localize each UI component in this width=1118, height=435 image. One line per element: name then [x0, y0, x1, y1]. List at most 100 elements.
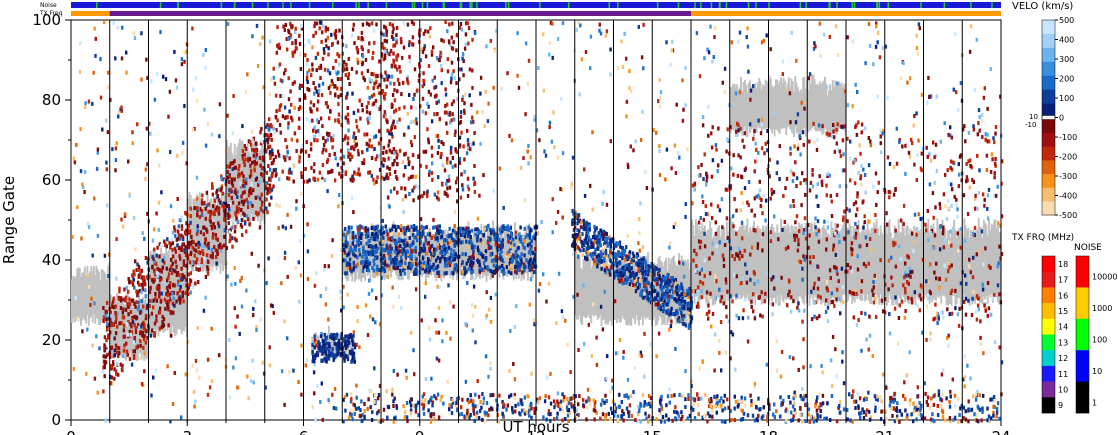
- ground-scatter-pixel: [77, 267, 80, 320]
- velocity-pixel: [121, 368, 124, 373]
- velocity-pixel: [557, 271, 561, 276]
- velocity-pixel: [395, 241, 398, 246]
- velocity-pixel: [159, 298, 163, 303]
- velocity-pixel: [407, 81, 410, 86]
- velocity-pixel: [249, 201, 253, 206]
- velocity-pixel: [524, 112, 527, 117]
- velocity-pixel: [552, 110, 555, 115]
- velocity-pixel: [553, 145, 556, 150]
- noise-tick: [233, 2, 236, 8]
- velocity-pixel: [135, 300, 138, 305]
- velocity-pixel: [476, 234, 479, 239]
- velocity-pixel: [286, 47, 289, 52]
- velocity-pixel: [160, 291, 163, 296]
- velocity-pixel: [462, 59, 465, 63]
- velocity-pixel: [135, 268, 138, 272]
- ground-scatter-pixel: [951, 227, 954, 296]
- ground-scatter-pixel: [684, 259, 687, 322]
- velocity-pixel: [582, 283, 585, 288]
- velocity-pixel: [372, 250, 375, 255]
- velocity-pixel: [917, 138, 920, 143]
- velocity-pixel: [185, 161, 188, 166]
- velocity-pixel: [681, 118, 685, 123]
- velocity-pixel: [524, 41, 528, 46]
- velocity-pixel: [388, 52, 391, 57]
- velocity-pixel: [366, 333, 370, 337]
- velocity-pixel: [929, 331, 932, 336]
- velocity-pixel: [431, 78, 434, 83]
- velocity-pixel: [428, 268, 431, 273]
- velocity-pixel: [183, 267, 186, 272]
- ground-scatter-pixel: [405, 227, 408, 271]
- ground-scatter-pixel: [762, 225, 764, 304]
- velocity-pixel: [440, 140, 443, 145]
- velocity-pixel: [113, 376, 116, 381]
- velocity-pixel: [412, 21, 415, 26]
- velocity-pixel: [328, 116, 331, 121]
- velocity-pixel: [107, 335, 110, 340]
- velocity-pixel: [494, 269, 498, 274]
- ground-scatter-pixel: [741, 92, 744, 136]
- velocity-pixel: [433, 247, 436, 252]
- velocity-pixel: [950, 263, 953, 268]
- velocity-pixel: [858, 143, 861, 148]
- ground-scatter-pixel: [732, 221, 735, 298]
- velocity-pixel: [625, 114, 628, 119]
- velocity-pixel: [316, 51, 320, 56]
- velocity-pixel: [916, 152, 919, 157]
- velocity-pixel: [324, 286, 328, 291]
- velocity-pixel: [952, 87, 955, 92]
- velocity-pixel: [605, 29, 609, 34]
- velocity-pixel: [527, 161, 530, 166]
- velocity-pixel: [467, 258, 470, 263]
- velocity-pixel: [450, 102, 454, 107]
- velocity-pixel: [214, 248, 217, 253]
- velocity-pixel: [430, 161, 434, 166]
- velocity-pixel: [404, 368, 408, 373]
- velocity-pixel: [168, 292, 171, 297]
- velocity-pixel: [105, 118, 108, 123]
- velocity-pixel: [885, 385, 888, 390]
- velocity-pixel: [395, 252, 399, 257]
- velocity-pixel: [456, 199, 459, 204]
- velocity-pixel: [467, 142, 470, 147]
- velocity-pixel: [455, 48, 458, 53]
- velocity-pixel: [374, 76, 378, 81]
- velocity-pixel: [577, 348, 580, 352]
- velocity-pixel: [261, 35, 264, 40]
- velocity-pixel: [404, 261, 407, 266]
- noise-tick: [413, 2, 416, 8]
- velocity-pixel: [367, 100, 370, 105]
- velocity-pixel: [448, 22, 451, 27]
- velocity-pixel: [292, 179, 295, 184]
- velocity-pixel: [426, 194, 429, 199]
- velocity-pixel: [724, 350, 728, 355]
- velocity-pixel: [526, 81, 529, 86]
- velocity-pixel: [269, 189, 272, 194]
- velocity-pixel: [278, 177, 281, 182]
- velocity-pixel: [599, 31, 603, 36]
- velocity-pixel: [382, 57, 385, 62]
- velocity-pixel: [344, 235, 348, 240]
- velocity-pixel: [327, 52, 330, 57]
- ground-scatter-pixel: [745, 225, 748, 299]
- velocity-pixel: [130, 298, 134, 303]
- velocity-pixel: [556, 209, 560, 214]
- velocity-pixel: [396, 224, 400, 229]
- velocity-pixel: [493, 232, 496, 237]
- velocity-pixel: [466, 176, 470, 181]
- velocity-pixel: [405, 255, 408, 260]
- velocity-pixel: [188, 260, 192, 265]
- velocity-pixel: [390, 232, 393, 237]
- velocity-pixel: [986, 106, 989, 111]
- velocity-pixel: [773, 286, 776, 291]
- velocity-pixel: [593, 400, 597, 405]
- velocity-pixel: [477, 230, 480, 235]
- velocity-pixel: [395, 155, 399, 160]
- velocity-pixel: [380, 161, 383, 166]
- velocity-pixel: [467, 187, 471, 192]
- ground-scatter-pixel: [790, 78, 793, 131]
- velocity-pixel: [472, 284, 476, 289]
- velocity-pixel: [479, 141, 482, 146]
- velocity-pixel: [668, 289, 671, 294]
